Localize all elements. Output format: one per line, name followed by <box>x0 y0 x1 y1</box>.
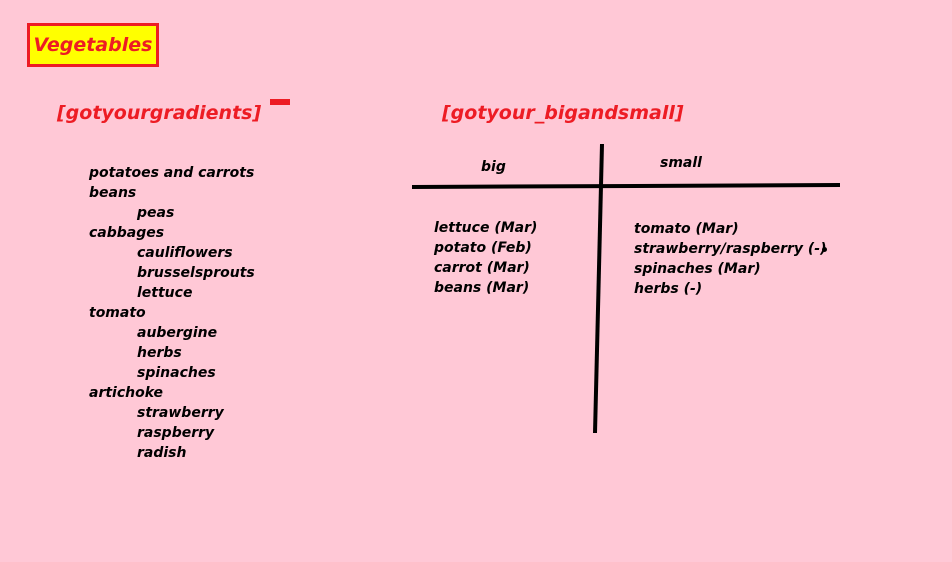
small-item: strawberry/raspberry (-) <box>634 241 827 257</box>
gradient-list-item: peas <box>137 205 175 221</box>
big-item: potato (Feb) <box>434 240 532 256</box>
gradient-list-item: artichoke <box>89 385 164 401</box>
t-chart-vertical-line <box>593 143 604 434</box>
gradients-heading: [gotyourgradients] <box>57 102 262 124</box>
gradient-list-item: brusselsprouts <box>137 265 255 281</box>
gradient-list-item: cabbages <box>89 225 165 241</box>
big-item: carrot (Mar) <box>434 260 530 276</box>
gradient-list-item: raspberry <box>137 425 215 441</box>
gradient-list-item: tomato <box>89 305 146 321</box>
gradient-list-item: strawberry <box>137 405 224 421</box>
big-item: beans (Mar) <box>434 280 530 296</box>
small-item: tomato (Mar) <box>634 221 739 237</box>
red-dash-mark <box>270 99 290 105</box>
bullet-dot <box>822 247 827 252</box>
small-item: herbs (-) <box>634 281 703 297</box>
t-chart-horizontal-line <box>411 183 841 189</box>
title-box: Vegetables <box>27 23 159 67</box>
small-column-label: small <box>660 155 702 171</box>
big-column-label: big <box>481 159 506 175</box>
gradient-list-item: radish <box>137 445 187 461</box>
bigandsmall-heading: [gotyour_bigandsmall] <box>442 102 684 124</box>
gradient-list-item: aubergine <box>137 325 218 341</box>
gradient-list-item: potatoes and carrots <box>89 165 255 181</box>
gradient-list-item: lettuce <box>137 285 193 301</box>
big-item: lettuce (Mar) <box>434 220 538 236</box>
gradient-list-item: herbs <box>137 345 182 361</box>
gradient-list-item: beans <box>89 185 137 201</box>
page-title: Vegetables <box>33 34 153 56</box>
small-item: spinaches (Mar) <box>634 261 761 277</box>
gradient-list-item: spinaches <box>137 365 216 381</box>
gradient-list-item: cauliflowers <box>137 245 233 261</box>
